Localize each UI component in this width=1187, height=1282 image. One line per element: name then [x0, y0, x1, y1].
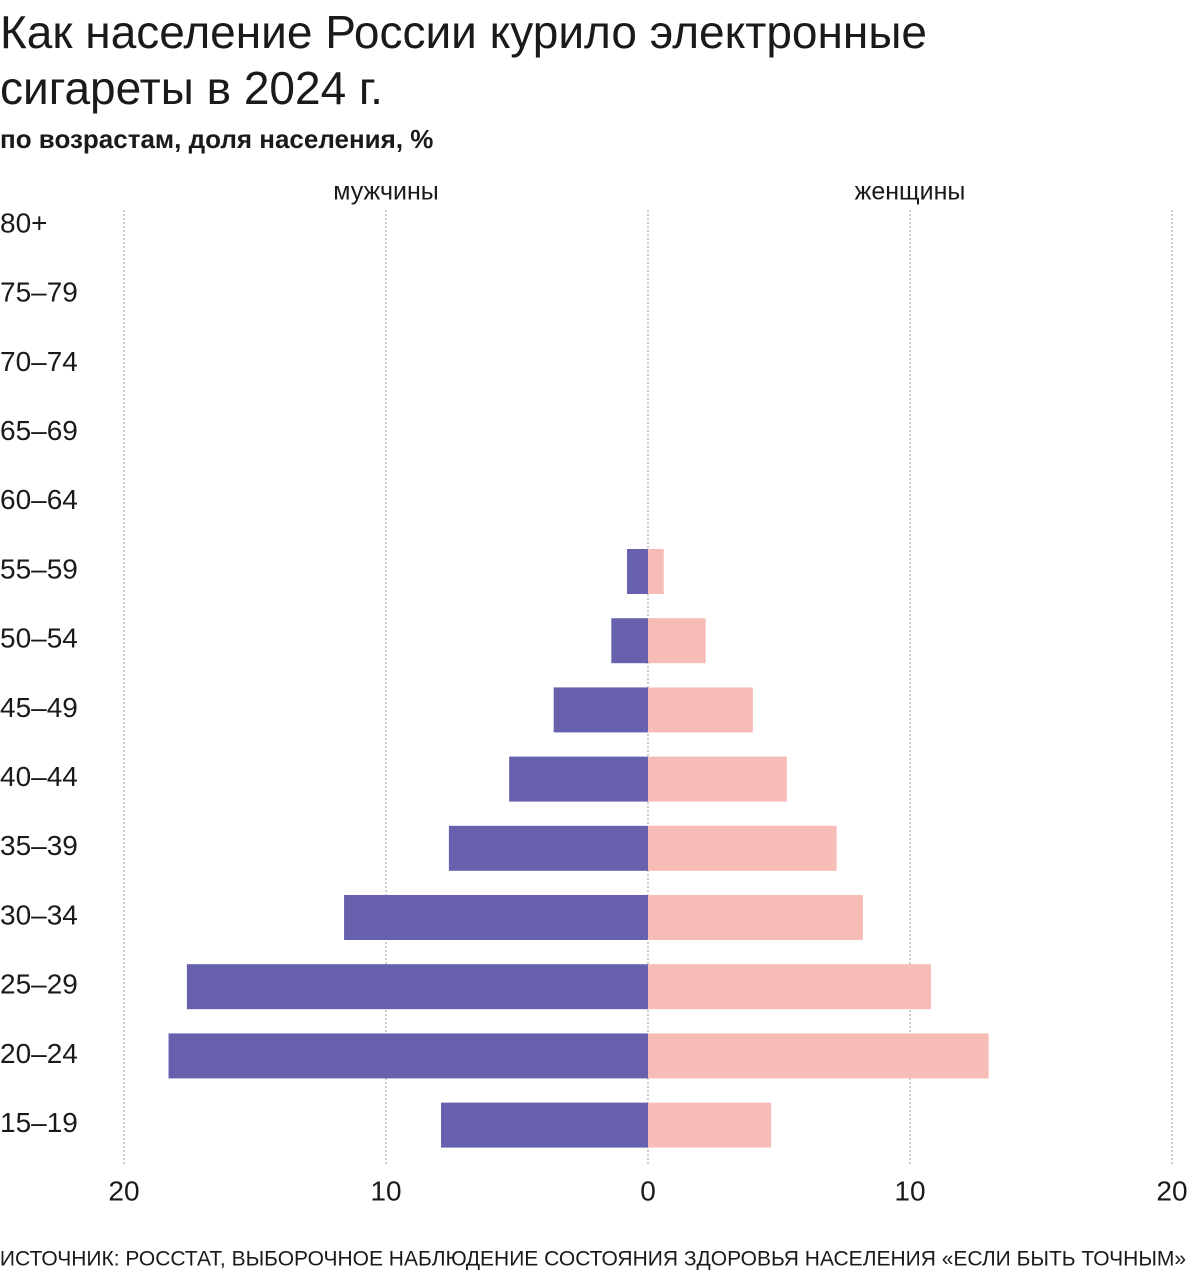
x-tick-label: 0 — [640, 1175, 656, 1206]
y-tick-label: 20–24 — [0, 1038, 78, 1069]
chart-title: сигареты в 2024 г. — [0, 62, 383, 114]
bar — [648, 1033, 989, 1079]
y-tick-label: 40–44 — [0, 761, 78, 792]
bar — [648, 756, 787, 802]
bar — [611, 618, 648, 664]
bar — [648, 964, 931, 1010]
bar — [627, 549, 648, 594]
bar — [648, 687, 753, 733]
y-tick-label: 70–74 — [0, 346, 78, 377]
source: ИСТОЧНИК: РОССТАТ, ВЫБОРОЧНОЕ НАБЛЮДЕНИЕ… — [0, 1248, 1186, 1271]
y-tick-label: 25–29 — [0, 969, 78, 1000]
bar — [448, 825, 648, 871]
bar — [648, 1102, 772, 1148]
x-tick-label: 10 — [894, 1175, 925, 1206]
bar — [648, 618, 706, 664]
legend-label: мужчины — [333, 178, 438, 206]
y-tick-label: 15–19 — [0, 1107, 78, 1138]
chart-subtitle: по возрастам, доля населения, % — [0, 124, 433, 154]
y-tick-label: 75–79 — [0, 277, 78, 308]
legend-label: женщины — [855, 178, 966, 206]
x-tick-label: 10 — [370, 1175, 401, 1206]
y-tick-label: 55–59 — [0, 553, 78, 584]
bar — [648, 895, 863, 940]
bar — [186, 964, 648, 1010]
y-tick-label: 35–39 — [0, 830, 78, 861]
y-tick-label: 30–34 — [0, 899, 78, 930]
bar — [509, 756, 648, 802]
y-tick-label: 80+ — [0, 207, 48, 238]
bar — [168, 1033, 649, 1079]
y-tick-label: 50–54 — [0, 623, 78, 654]
y-tick-label: 65–69 — [0, 415, 78, 446]
bar — [648, 549, 664, 594]
bar — [648, 825, 837, 871]
x-tick-label: 20 — [1156, 1175, 1187, 1206]
y-tick-label: 45–49 — [0, 692, 78, 723]
x-tick-label: 20 — [108, 1175, 139, 1206]
bar — [441, 1102, 648, 1148]
bar — [553, 687, 648, 733]
chart-title: Как население России курило электронные — [0, 6, 927, 58]
bar — [344, 895, 648, 940]
y-tick-label: 60–64 — [0, 484, 78, 515]
